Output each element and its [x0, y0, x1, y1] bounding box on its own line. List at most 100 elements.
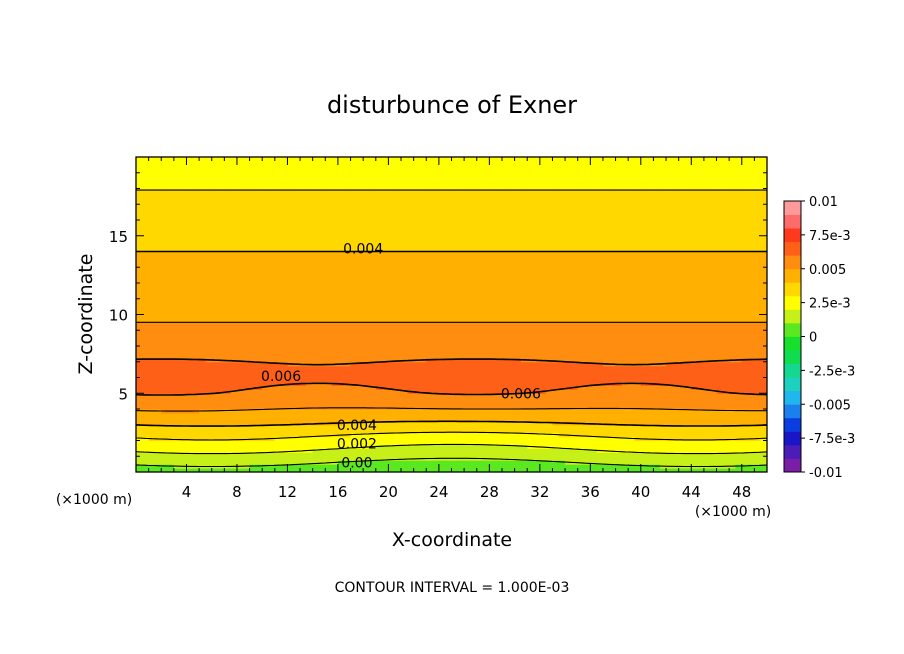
field-cell: [407, 436, 415, 442]
field-cell: [205, 235, 213, 241]
field-cell: [369, 432, 377, 438]
field-cell: [224, 452, 232, 457]
field-cell: [407, 251, 415, 257]
field-cell: [173, 251, 181, 257]
field-cell: [369, 349, 377, 355]
field-cell: [255, 263, 263, 268]
field-cell: [186, 255, 194, 260]
field-cell: [344, 377, 352, 383]
field-cell: [457, 239, 465, 245]
field-cell: [401, 346, 408, 351]
field-cell: [426, 330, 434, 335]
field-cell: [148, 176, 156, 182]
field-cell: [470, 168, 478, 174]
field-cell: [274, 310, 282, 316]
field-cell: [173, 334, 181, 339]
field-cell: [331, 283, 339, 288]
field-cell: [224, 223, 232, 229]
field-cell: [230, 452, 238, 457]
field-cell: [312, 405, 320, 410]
field-cell: [192, 164, 200, 170]
field-cell: [154, 247, 162, 253]
field-cell: [199, 318, 207, 323]
field-cell: [161, 397, 169, 402]
field-cell: [287, 338, 295, 343]
field-cell: [457, 448, 465, 453]
field-cell: [230, 294, 238, 300]
field-cell: [445, 188, 453, 194]
field-cell: [476, 468, 484, 472]
field-cell: [205, 377, 213, 383]
field-cell: [464, 314, 472, 320]
field-cell: [136, 180, 143, 186]
field-cell: [470, 381, 478, 386]
field-cell: [312, 334, 320, 339]
field-cell: [205, 204, 213, 209]
field-cell: [293, 389, 301, 394]
field-cell: [350, 401, 358, 406]
field-cell: [224, 283, 232, 288]
field-cell: [161, 157, 169, 162]
field-cell: [262, 381, 270, 386]
field-cell: [363, 357, 371, 363]
field-cell: [356, 184, 364, 190]
field-cell: [457, 428, 465, 434]
field-cell: [186, 283, 194, 288]
field-cell: [407, 385, 415, 390]
field-cell: [268, 267, 276, 272]
field-cell: [325, 468, 333, 472]
field-cell: [287, 259, 295, 264]
field-cell: [192, 235, 200, 241]
field-cell: [136, 243, 143, 249]
field-cell: [514, 255, 522, 260]
field-cell: [331, 318, 339, 323]
field-cell: [413, 440, 421, 446]
field-cell: [520, 420, 528, 426]
field-cell: [148, 468, 156, 472]
field-cell: [255, 456, 263, 461]
field-cell: [419, 448, 427, 453]
field-cell: [325, 283, 333, 288]
field-cell: [205, 389, 213, 394]
field-cell: [236, 468, 244, 472]
field-cell: [419, 436, 427, 442]
field-cell: [432, 436, 440, 442]
field-cell: [401, 420, 408, 426]
field-cell: [173, 310, 181, 316]
field-cell: [401, 247, 408, 253]
field-cell: [154, 322, 162, 327]
field-cell: [300, 290, 307, 296]
field-cell: [501, 255, 509, 260]
field-cell: [173, 405, 181, 410]
field-cell: [192, 428, 200, 434]
field-cell: [407, 243, 415, 249]
field-cell: [508, 223, 516, 229]
field-cell: [369, 267, 377, 272]
field-cell: [300, 160, 307, 166]
field-cell: [287, 176, 295, 182]
field-cell: [192, 381, 200, 386]
field-cell: [243, 377, 251, 383]
field-cell: [508, 255, 516, 260]
field-cell: [470, 334, 478, 339]
field-cell: [287, 231, 295, 237]
field-cell: [457, 263, 465, 268]
field-cell: [274, 314, 282, 320]
field-cell: [464, 200, 472, 205]
field-cell: [445, 444, 453, 449]
field-cell: [325, 389, 333, 394]
field-cell: [445, 401, 453, 406]
field-cell: [205, 310, 213, 316]
field-cell: [243, 373, 251, 379]
field-cell: [180, 192, 188, 197]
field-cell: [432, 416, 440, 422]
field-cell: [375, 405, 383, 410]
field-cell: [268, 157, 276, 162]
field-cell: [148, 330, 156, 335]
field-cell: [426, 192, 434, 197]
field-cell: [337, 180, 345, 186]
field-cell: [432, 247, 440, 253]
field-cell: [388, 397, 396, 402]
field-cell: [192, 231, 200, 237]
field-cell: [325, 334, 333, 339]
